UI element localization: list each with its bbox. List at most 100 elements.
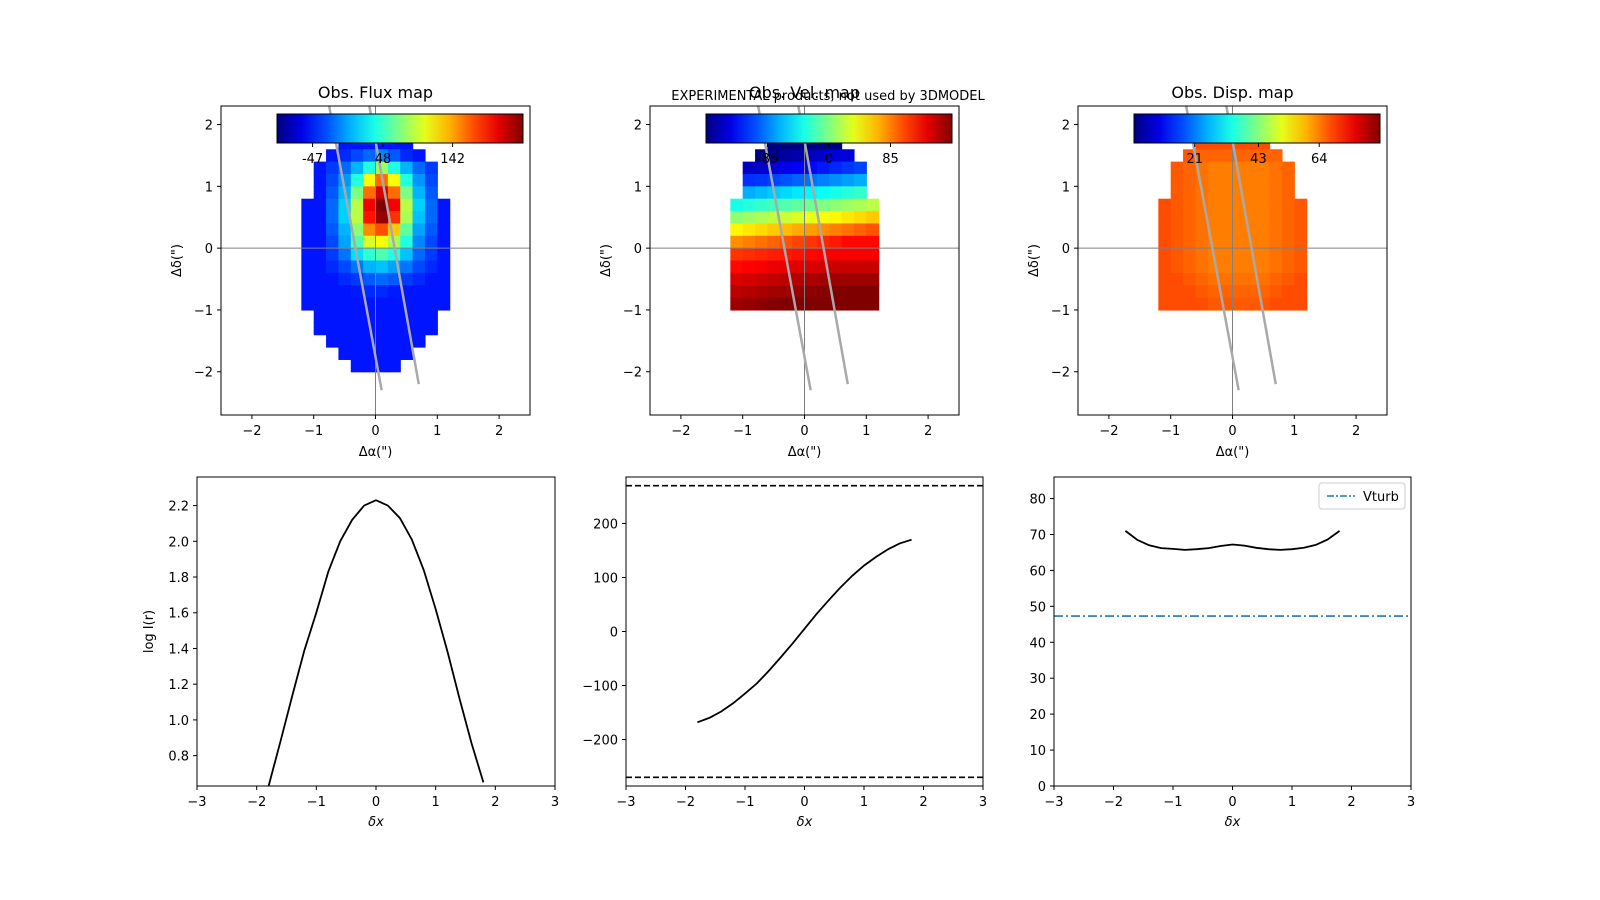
map-pixel [792, 223, 806, 237]
map-pixel [301, 248, 315, 262]
map-pixel [301, 211, 315, 225]
map-pixel [1281, 260, 1295, 274]
x-tick-label: 0 [1228, 424, 1236, 439]
map-pixel [730, 285, 744, 299]
map-pixel [767, 260, 781, 274]
map-pixel [853, 211, 867, 225]
x-tick-label: 0 [800, 424, 808, 439]
map-pixel [437, 297, 451, 311]
map-pixel [387, 347, 401, 360]
map-pixel [350, 322, 364, 336]
map-pixel [363, 149, 377, 163]
map-pixel [1207, 198, 1221, 212]
map-pixel [1195, 260, 1209, 274]
map-pixel [1244, 297, 1258, 311]
map-pixel [841, 297, 855, 311]
map-pixel [313, 309, 327, 323]
map-pixel [1232, 235, 1246, 249]
map-pixel [437, 211, 451, 225]
map-pixel [363, 186, 377, 200]
y-tick-label: −1 [623, 304, 642, 319]
map-pixel [742, 223, 756, 237]
map-pixel [866, 285, 880, 299]
y-tick-label: 60 [1029, 564, 1046, 579]
colorbar-tick-label: 21 [1187, 152, 1204, 167]
map-pixel [1244, 173, 1258, 187]
map-pixel [792, 211, 806, 225]
map-pixel [853, 235, 867, 249]
map-pixel [1183, 272, 1197, 286]
map-pixel [1257, 198, 1271, 212]
map-pixel [363, 161, 377, 175]
y-tick-label: 20 [1029, 708, 1046, 723]
map-pixel [375, 248, 389, 262]
map-pixel [1281, 173, 1295, 187]
y-tick-label: 1.4 [168, 642, 189, 657]
map-pixel [841, 149, 855, 163]
map-pixel [1269, 285, 1283, 299]
map-pixel [829, 211, 843, 225]
map-pixel [326, 260, 340, 274]
map-pixel [400, 186, 414, 200]
slit-line [756, 105, 812, 391]
map-pixel [841, 235, 855, 249]
map-pixel [301, 260, 315, 274]
x-tick-label: 1 [860, 795, 868, 810]
map-pixel [363, 211, 377, 225]
map-pixel [326, 161, 340, 175]
map-pixel [1257, 186, 1271, 200]
map-pixel [400, 161, 414, 175]
map-pixel [412, 272, 426, 286]
y-tick-label: 1 [205, 180, 213, 195]
x-tick-label: 1 [1288, 795, 1296, 810]
map-pixel [1158, 285, 1172, 299]
y-tick-label: −2 [623, 366, 642, 381]
map-pixel [1232, 211, 1246, 225]
map-pixel [1158, 198, 1172, 212]
map-pixel [792, 198, 806, 212]
map-pixel [313, 260, 327, 274]
x-tick-label: −1 [733, 424, 752, 439]
map-pixel [816, 211, 830, 225]
map-pixel [424, 297, 438, 311]
map-pixel [1195, 149, 1209, 163]
map-pixel [755, 223, 769, 237]
map-pixel [730, 272, 744, 286]
map-pixel [301, 223, 315, 237]
map-pixel [742, 161, 756, 175]
map-pixel [387, 186, 401, 200]
y-axis-label: Δδ(") [599, 244, 614, 277]
map-pixel [326, 223, 340, 237]
map-pixel [437, 260, 451, 274]
map-pixel [804, 272, 818, 286]
chart-title: Obs. Vel. map [749, 83, 860, 102]
map-pixel [338, 334, 352, 348]
map-pixel [755, 211, 769, 225]
map-pixel [767, 297, 781, 311]
map-pixel [400, 322, 414, 336]
map-pixel [313, 272, 327, 286]
map-pixel [1269, 198, 1283, 212]
x-tick-label: 1 [1290, 424, 1298, 439]
map-pixel [742, 248, 756, 262]
map-pixel [1269, 186, 1283, 200]
map-pixel [1195, 223, 1209, 237]
map-pixel [363, 272, 377, 286]
chart-title: Obs. Disp. map [1171, 83, 1293, 102]
map-pixel [338, 248, 352, 262]
map-pixel [350, 223, 364, 237]
y-tick-label: −1 [1051, 304, 1070, 319]
map-pixel [313, 223, 327, 237]
map-pixel [412, 173, 426, 187]
map-pixel [375, 309, 389, 323]
map-pixel [424, 223, 438, 237]
x-tick-label: 1 [862, 424, 870, 439]
map-pixel [1207, 285, 1221, 299]
map-pixel [350, 149, 364, 163]
map-pixel [742, 173, 756, 187]
map-pixel [829, 223, 843, 237]
map-pixel [841, 223, 855, 237]
map-pixel [1269, 161, 1283, 175]
x-tick-label: 0 [800, 795, 808, 810]
map-pixel [301, 285, 315, 299]
